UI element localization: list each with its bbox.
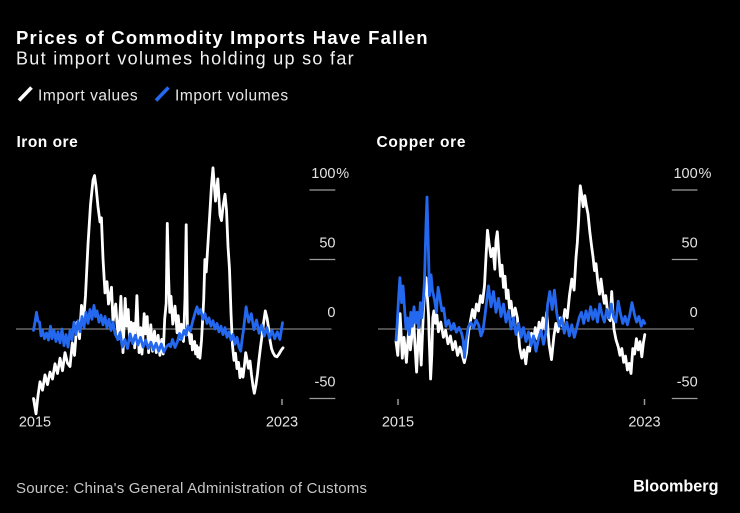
svg-text:-50: -50 bbox=[677, 375, 698, 391]
svg-text:2023: 2023 bbox=[628, 415, 660, 431]
svg-text:50: 50 bbox=[319, 236, 335, 252]
svg-text:0: 0 bbox=[690, 305, 698, 321]
svg-text:50: 50 bbox=[682, 236, 698, 252]
svg-text:%: % bbox=[336, 166, 349, 182]
svg-text:2023: 2023 bbox=[266, 415, 298, 431]
svg-text:-50: -50 bbox=[315, 375, 336, 391]
svg-text:100: 100 bbox=[311, 166, 335, 182]
svg-text:%: % bbox=[699, 166, 712, 182]
svg-text:Source: China's General Admini: Source: China's General Administration o… bbox=[16, 480, 367, 497]
svg-text:Bloomberg: Bloomberg bbox=[633, 478, 718, 496]
svg-text:Prices of Commodity Imports Ha: Prices of Commodity Imports Have Fallen bbox=[16, 27, 429, 48]
svg-text:2015: 2015 bbox=[19, 415, 51, 431]
svg-text:Import values: Import values bbox=[38, 88, 138, 105]
svg-text:Copper ore: Copper ore bbox=[377, 134, 467, 151]
svg-text:Import volumes: Import volumes bbox=[175, 88, 289, 105]
svg-text:100: 100 bbox=[673, 166, 697, 182]
svg-text:But import volumes holding up: But import volumes holding up so far bbox=[16, 49, 355, 69]
svg-text:Iron ore: Iron ore bbox=[17, 134, 79, 151]
svg-text:2015: 2015 bbox=[382, 415, 414, 431]
svg-text:0: 0 bbox=[327, 305, 335, 321]
